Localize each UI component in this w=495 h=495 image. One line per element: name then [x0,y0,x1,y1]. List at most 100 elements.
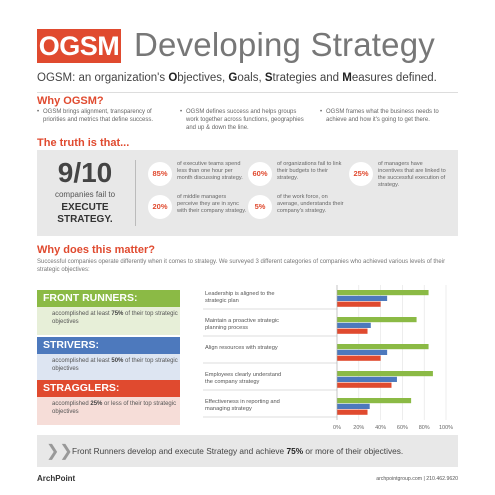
page-title: Developing Strategy [134,26,435,63]
conclusion-text-post: or more of their objectives. [303,446,404,456]
page-subtitle: OGSM: an organization's Objectives, Goal… [37,72,437,84]
why-ogsm-heading: Why OGSM? [37,95,104,107]
conclusion-text: Front Runners develop and execute Strate… [72,446,403,456]
subtitle-part: easures defined. [351,72,437,84]
stat-description: of executive teams spend less than one h… [177,161,243,181]
big-stat-emphasis-line2: STRATEGY. [57,214,113,225]
stat-percent: 85% [148,162,172,186]
bar [337,349,388,355]
subtitle-initial: M [342,72,352,84]
conclusion-text-value: 75% [286,446,304,456]
bar [337,328,368,334]
why-item-text: OGSM frames what the business needs to a… [326,109,439,123]
bar [337,295,388,301]
bar [337,403,370,409]
category-label: managing strategy [205,406,252,412]
subtitle-initial: S [264,72,273,84]
bar [337,398,412,404]
category-desc-post: of their top strategic objectives [52,358,178,372]
why-item-1: • OGSM brings alignment, transparency of… [37,109,165,125]
category-desc-value: 25% [90,401,103,407]
category-stragglers: STRAGGLERS: accomplished 25% or less of … [37,380,180,425]
bar [337,317,417,323]
subtitle-part: oals, [237,72,265,84]
x-tick-label: 40% [375,425,386,431]
category-label: planning process [205,325,248,331]
stat-percent: 20% [148,195,172,219]
bullet-icon: • [180,109,183,115]
big-stat-label: companies fail to [54,190,116,199]
subtitle-initial: G [228,72,238,84]
why-item-2: • OGSM defines success and helps groups … [180,109,308,132]
category-desc-post: of their top strategic objectives [52,311,178,325]
category-label: Effectiveness in reporting and [205,399,280,405]
bar [337,376,397,382]
category-description: accomplished 25% or less of their top st… [37,397,180,425]
double-chevron-icon: ❯❯ [46,443,73,460]
x-tick-label: 60% [397,425,408,431]
subtitle-part: an organization's [78,72,169,84]
stat-percent: 60% [248,162,272,186]
why-item-text: OGSM defines success and helps groups wo… [186,109,304,131]
category-front-runners: FRONT RUNNERS: accomplished at least 75%… [37,290,180,335]
big-stat-emphasis-line1: EXECUTE [61,202,109,213]
stat-description: of managers have incentives that are lin… [378,161,446,188]
why-matter-intro: Successful companies operate differently… [37,259,446,273]
category-strivers: STRIVERS: accomplished at least 50% of t… [37,337,180,382]
bar [337,301,381,307]
conclusion-text-pre: Front Runners develop and execute Strate… [72,446,287,456]
category-title: STRIVERS: [37,337,180,354]
stat-description: of the work force, on average, understan… [277,194,344,214]
bar [337,355,381,361]
bullet-icon: • [320,109,323,115]
bullet-icon: • [37,109,40,115]
category-description: accomplished at least 50% of their top s… [37,354,180,382]
conclusion-bar: ❯❯ Front Runners develop and execute Str… [37,435,458,467]
truth-panel: 9/10 companies fail to EXECUTE STRATEGY.… [37,150,458,236]
stat-description: of organizations fail to link their budg… [277,161,342,181]
stat-divider [135,160,136,226]
x-tick-label: 0% [333,425,341,431]
category-title: FRONT RUNNERS: [37,290,180,307]
why-matter-heading: Why does this matter? [37,244,155,256]
big-stat: 9/10 companies fail to EXECUTE STRATEGY. [41,158,129,226]
footer-contact: archpointgroup.com | 210.462.9620 [376,476,458,482]
category-label: Align resources with strategy [205,345,278,351]
divider-line [37,92,458,93]
category-desc-pre: accomplished at least [52,311,112,317]
stat-description: of middle managers perceive they are in … [177,194,247,214]
category-title: STRAGGLERS: [37,380,180,397]
bar [337,382,392,388]
x-tick-label: 100% [439,425,453,431]
x-tick-label: 80% [419,425,430,431]
ogsm-logo: OGSM [37,29,121,63]
category-desc-value: 50% [111,358,124,364]
stat-percent: 5% [248,195,272,219]
big-stat-emphasis: EXECUTE STRATEGY. [41,202,129,226]
category-label: Employees clearly understand [205,372,281,378]
category-desc-post: or less of their top strategic objective… [52,401,177,415]
bar [337,409,368,415]
category-label: Leadership is aligned to the [205,291,275,297]
subtitle-part: OGSM: [37,72,79,84]
archpoint-logo: ArchPoint [37,474,76,483]
subtitle-initial: O [168,72,178,84]
bar [337,322,371,328]
why-item-text: OGSM brings alignment, transparency of p… [43,109,154,123]
bar [337,290,429,296]
bar [337,344,429,350]
category-desc-pre: accomplished [52,401,91,407]
category-desc-pre: accomplished at least [52,358,112,364]
category-description: accomplished at least 75% of their top s… [37,307,180,335]
stat-percent: 25% [349,162,373,186]
truth-heading: The truth is that... [37,137,130,149]
subtitle-part: trategies and [272,72,343,84]
subtitle-part: bjectives, [177,72,229,84]
category-label: strategic plan [205,298,239,304]
x-tick-label: 20% [353,425,364,431]
big-stat-number: 9/10 [57,157,113,188]
category-desc-value: 75% [111,311,124,317]
bar [337,371,433,377]
category-label: the company strategy [205,379,260,385]
